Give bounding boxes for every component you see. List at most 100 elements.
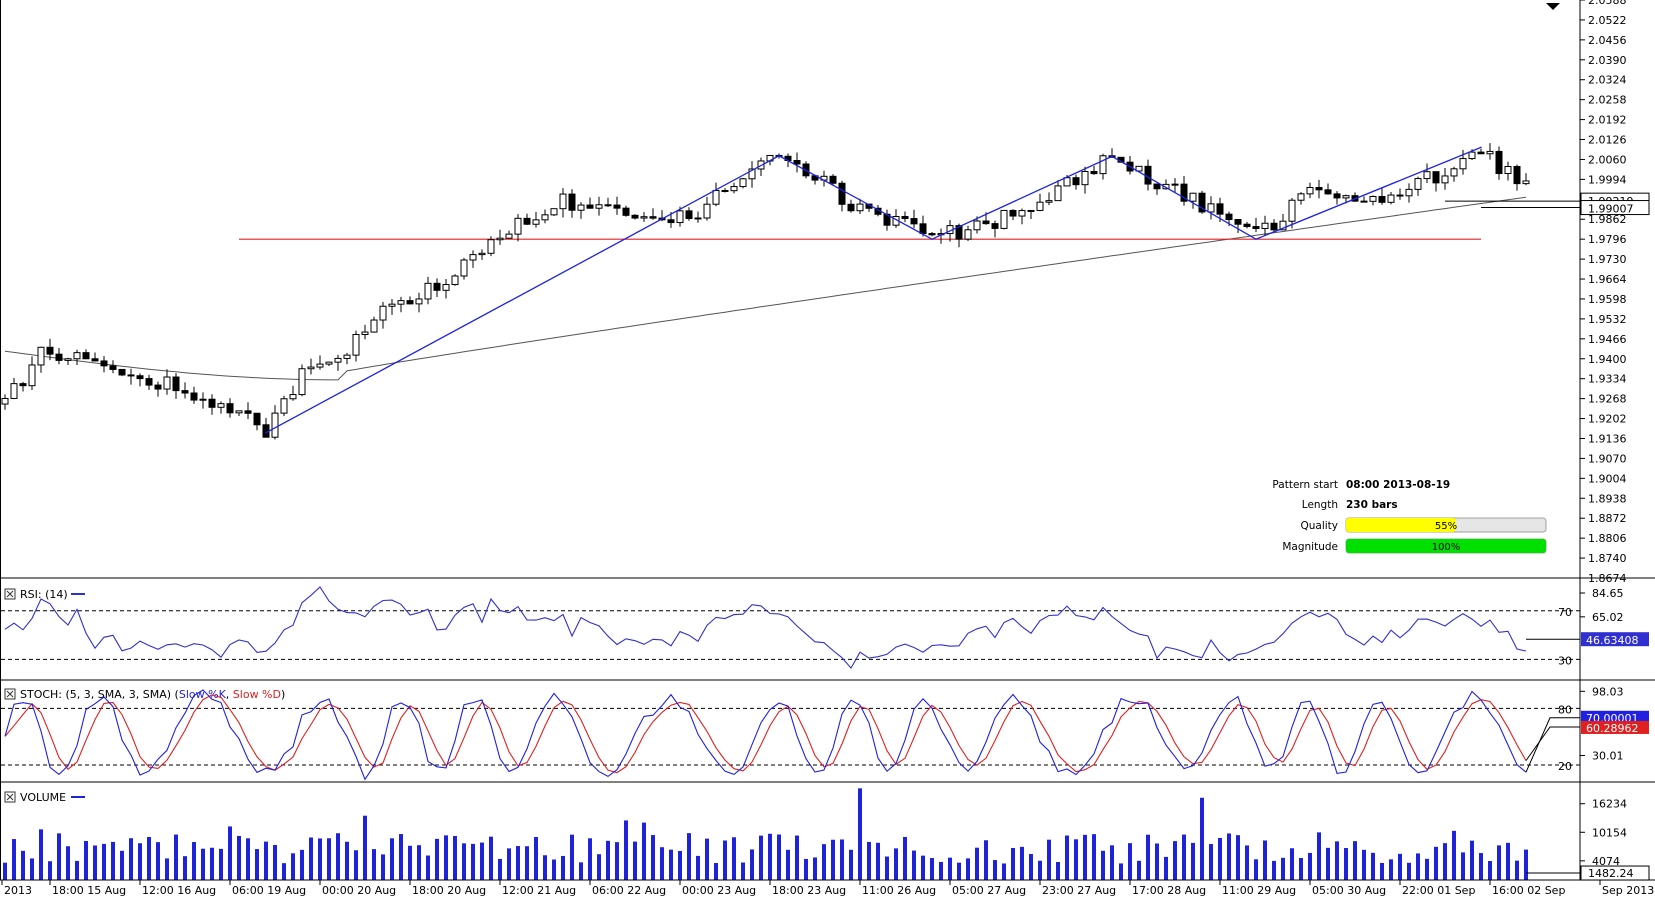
volume-bar xyxy=(1092,834,1096,880)
candle xyxy=(172,373,180,399)
price-tick-label: 1.9136 xyxy=(1588,432,1627,445)
candle xyxy=(1009,209,1017,221)
volume-bar xyxy=(426,855,430,880)
candle-body xyxy=(406,300,414,305)
volume-bar xyxy=(291,853,295,880)
volume-bar xyxy=(1209,844,1213,880)
candle xyxy=(1315,179,1323,199)
volume-bar xyxy=(1020,846,1024,880)
volume-bar xyxy=(1029,854,1033,880)
volume-bar xyxy=(1389,859,1393,880)
rsi-level-label: 30 xyxy=(1558,654,1572,667)
candle xyxy=(1072,174,1080,190)
volume-bar xyxy=(1326,847,1330,880)
stoch-tick-label: 98.03 xyxy=(1592,685,1624,698)
volume-bar xyxy=(561,855,565,880)
volume-bar xyxy=(732,837,736,880)
volume-bar xyxy=(498,858,502,880)
stoch-panel: STOCH: (5, 3, SMA, 3, SMA) (Slow %K, Slo… xyxy=(1,685,1649,781)
candle-body xyxy=(172,376,180,392)
candle-body xyxy=(460,259,468,277)
candle xyxy=(370,316,378,333)
volume-bar xyxy=(147,836,151,880)
candle xyxy=(1477,148,1485,155)
volume-bar xyxy=(1515,860,1519,880)
candle xyxy=(496,229,504,245)
magnitude-bar-fill xyxy=(1346,539,1546,553)
volume-bar xyxy=(696,855,700,880)
candle xyxy=(685,207,693,221)
candle-body xyxy=(1000,209,1008,229)
pattern-info-box: Pattern start 08:00 2013-08-19 Length 23… xyxy=(1272,479,1547,554)
volume-bar xyxy=(759,835,763,880)
candle-body xyxy=(1522,180,1530,185)
candle xyxy=(1423,163,1431,183)
volume-bar xyxy=(930,858,934,880)
candle-body xyxy=(829,175,837,184)
stoch-level-label: 80 xyxy=(1558,703,1572,716)
volume-bars xyxy=(3,788,1528,880)
volume-bar xyxy=(93,845,97,880)
stoch-k-path xyxy=(4,689,1527,781)
volume-bar xyxy=(624,820,628,880)
time-tick-label: 18:00 15 Aug xyxy=(52,884,126,897)
volume-tick-label: 4074 xyxy=(1592,855,1620,868)
volume-bar xyxy=(768,833,772,880)
candle-body xyxy=(298,368,306,396)
candle xyxy=(91,352,99,362)
candle-body xyxy=(100,360,108,367)
candle-body xyxy=(901,215,909,220)
volume-bar xyxy=(1119,863,1123,880)
candle xyxy=(433,278,441,298)
volume-bar xyxy=(984,840,988,880)
stoch-tick-label: 30.01 xyxy=(1592,750,1624,763)
candle xyxy=(1405,183,1413,203)
volume-bar xyxy=(111,841,115,880)
candle xyxy=(406,296,414,305)
volume-bar xyxy=(1074,839,1078,880)
volume-bar xyxy=(1002,863,1006,880)
volume-bar xyxy=(1065,835,1069,880)
candle xyxy=(154,381,162,397)
volume-bar xyxy=(417,845,421,880)
candle-body xyxy=(352,334,360,356)
stoch-title: STOCH: (5, 3, SMA, 3, SMA) (Slow %K, Slo… xyxy=(20,688,285,701)
candle xyxy=(1486,143,1494,160)
volume-bar xyxy=(876,842,880,880)
scroll-down-icon[interactable] xyxy=(1546,3,1560,10)
candlesticks xyxy=(1,143,1530,440)
volume-bar xyxy=(1254,859,1258,880)
price-tick-label: 1.9862 xyxy=(1588,213,1627,226)
candle-body xyxy=(838,182,846,205)
price-tick-label: 1.9004 xyxy=(1588,472,1627,485)
candle xyxy=(478,249,486,260)
volume-close-icon-glyph xyxy=(6,793,14,801)
volume-bar xyxy=(507,848,511,880)
candle-body xyxy=(424,282,432,300)
candle xyxy=(1495,146,1503,180)
candle-body xyxy=(1486,150,1494,155)
candle-body xyxy=(532,219,540,225)
price-panel: 2.0588 2.0522 2.0456 2.0390 2.0324 2.0258 2.01… xyxy=(1,0,1650,585)
rsi-panel: RSI: (14) 70 30 84.65 65.02 46.63408 xyxy=(1,586,1649,670)
candle xyxy=(163,369,171,395)
candle-body xyxy=(640,216,648,219)
candle xyxy=(100,356,108,373)
candle xyxy=(532,211,540,228)
volume-bar xyxy=(1263,840,1267,880)
price-tick-label: 1.9730 xyxy=(1588,253,1627,266)
volume-bar xyxy=(849,849,853,880)
time-tick-label: 11:00 29 Aug xyxy=(1222,884,1296,897)
last-price-labels: 1.992191.99007 xyxy=(1445,192,1650,216)
zigzag-point xyxy=(1255,238,1257,240)
candle xyxy=(964,225,972,241)
candle-body xyxy=(1297,193,1305,201)
candle-body xyxy=(1180,183,1188,202)
candle xyxy=(1270,219,1278,232)
volume-bar xyxy=(822,844,826,880)
candle-body xyxy=(919,223,927,235)
volume-bar xyxy=(480,842,484,880)
volume-bar xyxy=(534,837,538,880)
price-tick-label: 1.8938 xyxy=(1588,492,1627,505)
candle-body xyxy=(910,218,918,225)
